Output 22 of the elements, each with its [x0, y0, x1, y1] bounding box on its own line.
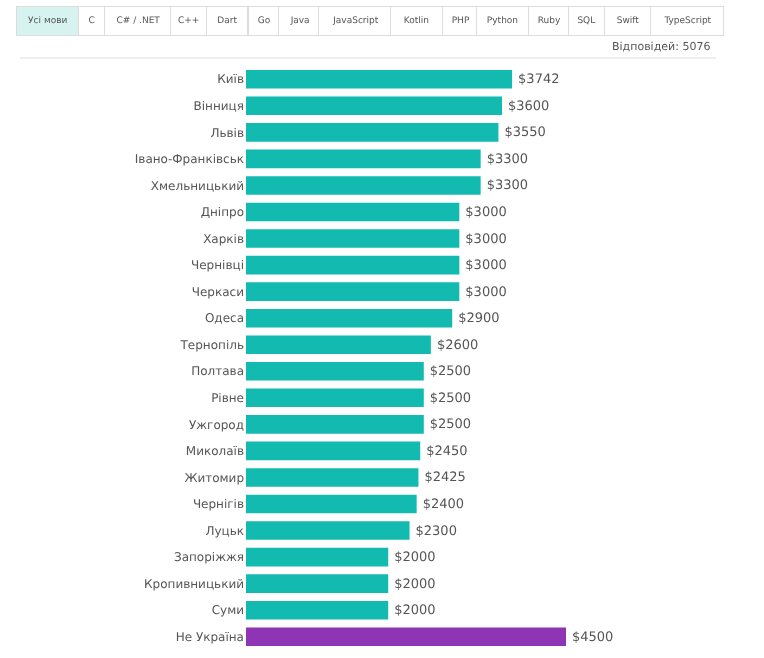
bar: [246, 96, 502, 116]
bar: [246, 123, 499, 142]
bar: [246, 574, 389, 593]
bar: [246, 521, 410, 540]
bar: [246, 600, 389, 620]
bar: [246, 335, 431, 355]
bar: [246, 255, 460, 275]
bar: [246, 415, 424, 434]
bar: [246, 308, 453, 328]
bar: [246, 388, 424, 408]
bar: [246, 282, 460, 301]
bar: [246, 176, 481, 195]
bar: [246, 229, 460, 248]
bar: [246, 547, 389, 567]
bar: [246, 627, 566, 647]
bar: [246, 468, 419, 487]
bar: [246, 149, 481, 169]
bar: [246, 202, 460, 222]
bar: [246, 494, 417, 514]
bar: [246, 361, 424, 381]
bar: [246, 441, 421, 461]
bar: [246, 69, 513, 89]
